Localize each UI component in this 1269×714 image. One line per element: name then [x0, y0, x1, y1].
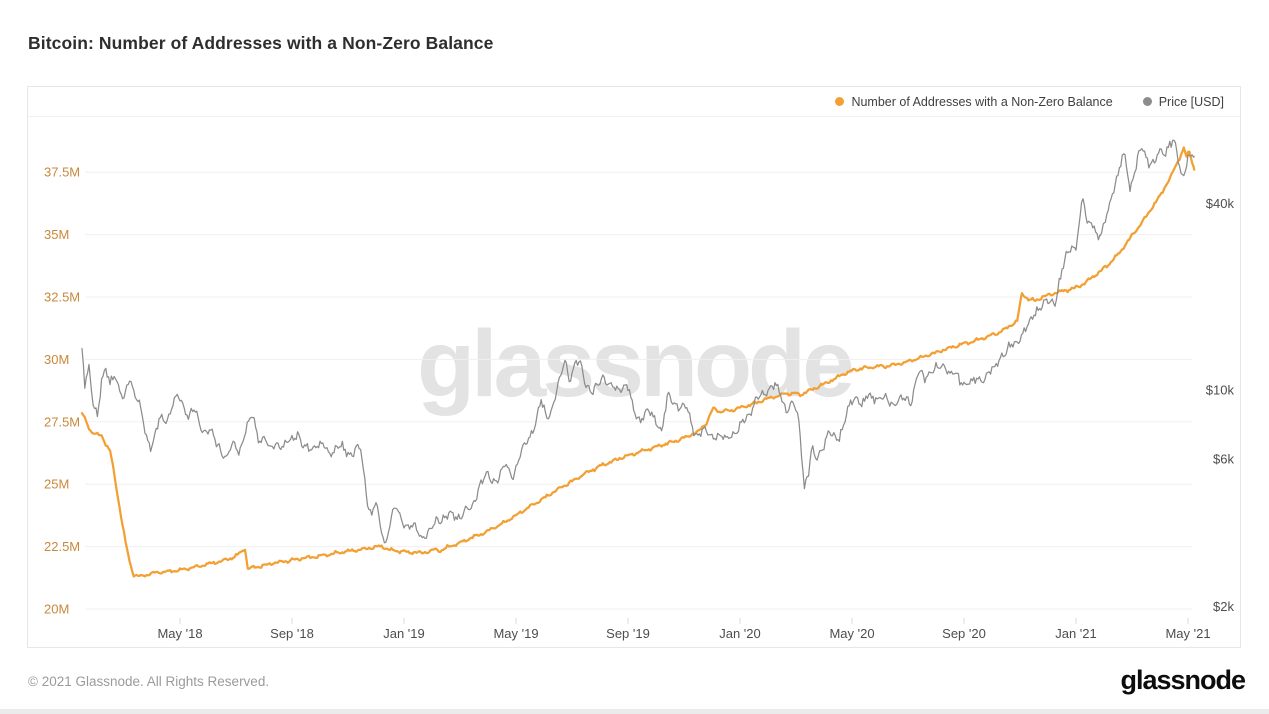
x-axis-tick-label: Jan '21 — [1055, 626, 1097, 641]
x-axis-tick-label: May '21 — [1165, 626, 1210, 641]
x-axis-tick-label: Sep '19 — [606, 626, 650, 641]
right-axis-tick-label: $6k — [1213, 451, 1234, 466]
right-axis-tick-label: $2k — [1213, 599, 1234, 614]
x-axis-tick-label: May '20 — [829, 626, 874, 641]
chart-card: Number of Addresses with a Non-Zero Bala… — [27, 86, 1241, 648]
chart-legend: Number of Addresses with a Non-Zero Bala… — [28, 87, 1240, 117]
legend-label-price: Price [USD] — [1158, 94, 1224, 109]
x-axis-tick-label: Sep '18 — [270, 626, 314, 641]
addresses-line-series — [80, 146, 1196, 578]
left-axis-tick-label: 37.5M — [44, 165, 80, 180]
left-axis-tick-label: 22.5M — [44, 539, 80, 554]
price-line-series — [81, 139, 1195, 544]
page-title: Bitcoin: Number of Addresses with a Non-… — [28, 33, 494, 53]
right-axis-tick-label: $40k — [1206, 196, 1235, 211]
x-axis-tick-label: May '18 — [157, 626, 202, 641]
legend-dot-price-icon — [1142, 97, 1152, 106]
chart-plot[interactable]: 20M 22.5M 25M 27.5M 30M 32.5M 35M 37.5M $2k $6k $1… — [28, 87, 1240, 647]
legend-dot-addresses-icon — [835, 97, 845, 106]
bottom-strip — [0, 709, 1269, 714]
left-axis-tick-label: 20M — [44, 602, 69, 617]
left-axis-tick-label: 25M — [44, 477, 69, 492]
left-axis-tick-label: 27.5M — [44, 414, 80, 429]
glassnode-watermark: glassnode — [417, 311, 855, 417]
glassnode-logo: glassnode — [1120, 665, 1246, 695]
x-axis-tick-label: Jan '20 — [719, 626, 761, 641]
legend-item-addresses[interactable]: Number of Addresses with a Non-Zero Bala… — [835, 94, 1113, 109]
left-axis-tick-label: 35M — [44, 227, 69, 242]
x-axis-tick-label: Sep '20 — [942, 626, 986, 641]
left-axis-tick-label: 30M — [44, 352, 69, 367]
legend-item-price[interactable]: Price [USD] — [1142, 94, 1224, 109]
legend-label-addresses: Number of Addresses with a Non-Zero Bala… — [851, 94, 1113, 109]
x-axis-tick-label: May '19 — [493, 626, 538, 641]
left-axis-tick-label: 32.5M — [44, 290, 80, 305]
footer: © 2021 Glassnode. All Rights Reserved. g… — [0, 660, 1269, 705]
copyright-text: © 2021 Glassnode. All Rights Reserved. — [28, 674, 270, 689]
x-axis-tick-label: Jan '19 — [383, 626, 425, 641]
right-axis-tick-label: $10k — [1206, 383, 1235, 398]
